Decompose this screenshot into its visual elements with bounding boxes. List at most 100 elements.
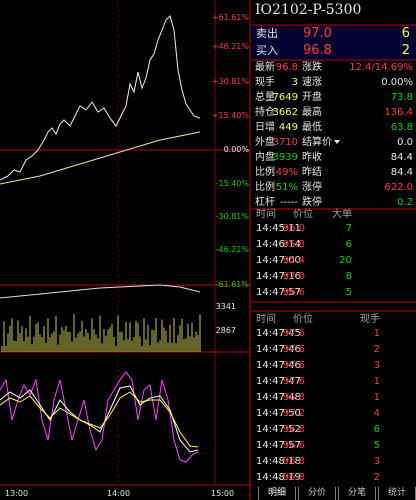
stat-value: 0.0: [397, 137, 413, 148]
trade-volume: 20: [339, 255, 352, 266]
trade-volume: 8: [345, 271, 352, 282]
trade-price: 96.8: [282, 472, 305, 483]
intraday-chart: [0, 0, 251, 500]
trade-time: 14:47:57: [256, 440, 301, 451]
trade-price: 96.8: [282, 456, 305, 467]
volume-bars: [1, 314, 201, 352]
open-interest-line: [0, 284, 201, 299]
stat-value: 3710: [272, 137, 298, 148]
time-axis-label: 14:00: [107, 489, 131, 498]
trade-price: 95.8: [282, 239, 305, 250]
trade-volume: 7: [345, 223, 352, 234]
trade-volume: 6: [345, 239, 352, 250]
stat-label[interactable]: 结算价: [302, 137, 340, 149]
tab[interactable]: 统计: [378, 487, 416, 500]
trade-time: 14:47:45: [256, 328, 301, 339]
ask-band: [252, 26, 416, 43]
dropdown-arrow[interactable]: [334, 140, 340, 144]
column-header: 时间: [256, 314, 276, 325]
trade-volume: 3: [373, 456, 380, 467]
trade-volume: 5: [373, 440, 380, 451]
stat-value: 73.8: [390, 92, 413, 103]
price-axis-label: +61.61%: [211, 13, 249, 22]
trade-time: 14:47:46: [256, 360, 301, 371]
trade-volume: 1: [373, 392, 380, 403]
stat-value: -----: [279, 197, 298, 208]
price-axis-label: +30.81%: [211, 77, 249, 86]
stat-value: 49%: [275, 167, 298, 178]
trade-volume: 6: [373, 424, 380, 435]
stat-label: 速涨: [302, 77, 322, 88]
column-header: 时间: [256, 209, 276, 220]
trade-time: 14:47:46: [256, 344, 301, 355]
trade-time: 14:45:11: [256, 223, 301, 234]
price-axis-label: -30.81%: [215, 212, 249, 221]
trade-price: 97.0: [282, 271, 305, 282]
trade-price: 97.6: [282, 328, 305, 339]
price-axis-label: +15.40%: [211, 111, 249, 120]
stat-label: 比例: [255, 167, 275, 178]
tab[interactable]: 分笔: [338, 487, 376, 500]
stat-label: 昨结: [302, 167, 322, 178]
trade-time: 14:47:50: [256, 408, 301, 419]
price-axis-label: -15.40%: [215, 179, 249, 188]
trade-price: 97.2: [282, 408, 305, 419]
stat-value: 3939: [272, 152, 298, 163]
quote-volume: 2: [401, 43, 410, 58]
contract-title: IO2102-P-5300: [255, 2, 362, 18]
stat-label: 最高: [302, 107, 322, 118]
indicator-line: [0, 391, 199, 448]
price-axis-label: 0.00%: [223, 145, 249, 154]
column-header: 价位: [293, 209, 313, 220]
trade-price: 96.6: [282, 287, 305, 298]
stat-value: 84.4: [390, 152, 413, 163]
bid-band: [252, 43, 416, 60]
quote-price: 97.0: [303, 26, 332, 41]
trade-time: 14:47:57: [256, 287, 301, 298]
tab[interactable]: 分价: [298, 487, 336, 500]
trade-price: 97.6: [282, 344, 305, 355]
volume-axis-label: 2867: [215, 326, 236, 335]
trade-price: 96.0: [282, 223, 305, 234]
trade-volume: 1: [373, 376, 380, 387]
stat-value: 84.4: [390, 167, 413, 178]
stat-label: 最低: [302, 122, 322, 133]
stat-value: 63.8: [390, 122, 413, 133]
tab[interactable]: 明细: [258, 487, 296, 500]
stat-value: 622.0: [384, 182, 413, 193]
quote-label: 买入: [256, 44, 278, 57]
indicator-line: [0, 371, 199, 463]
stat-label: 总量: [255, 92, 275, 103]
trade-price: 96.8: [282, 392, 305, 403]
trade-price: 95.4: [282, 255, 305, 266]
column-header: 价位: [293, 314, 313, 325]
trade-volume: 3: [373, 360, 380, 371]
stat-label: 跌停: [302, 197, 322, 208]
stat-label: 比例: [255, 182, 275, 193]
indicator-line: [0, 385, 199, 453]
stat-value: 136.4: [384, 107, 413, 118]
quote-price: 96.8: [303, 43, 332, 58]
stat-label: 日增: [255, 122, 275, 133]
stat-label: 涨跌: [302, 62, 322, 73]
trade-volume: 2: [373, 344, 380, 355]
stat-value: 0.00%: [381, 77, 413, 88]
average-line: [0, 131, 201, 185]
trade-time: 14:47:47: [256, 376, 301, 387]
volume-axis-label: 3341: [215, 302, 236, 311]
price-axis-label: -61.61%: [215, 280, 249, 289]
trade-volume: 4: [373, 408, 380, 419]
trade-volume: 1: [373, 328, 380, 339]
stat-value: 3: [291, 77, 298, 88]
column-header: 大单: [332, 209, 352, 220]
stat-value: 12.4/14.69%: [349, 62, 413, 73]
stat-label: 持仓: [255, 107, 275, 118]
stat-value: 96.8: [275, 62, 298, 73]
stat-value: 7649: [272, 92, 298, 103]
quote-volume: 6: [401, 26, 410, 41]
trade-time: 14:48:19: [256, 472, 301, 483]
stat-value: 3662: [272, 107, 298, 118]
panel-lines: [252, 24, 416, 312]
column-header: 现手: [360, 314, 380, 325]
